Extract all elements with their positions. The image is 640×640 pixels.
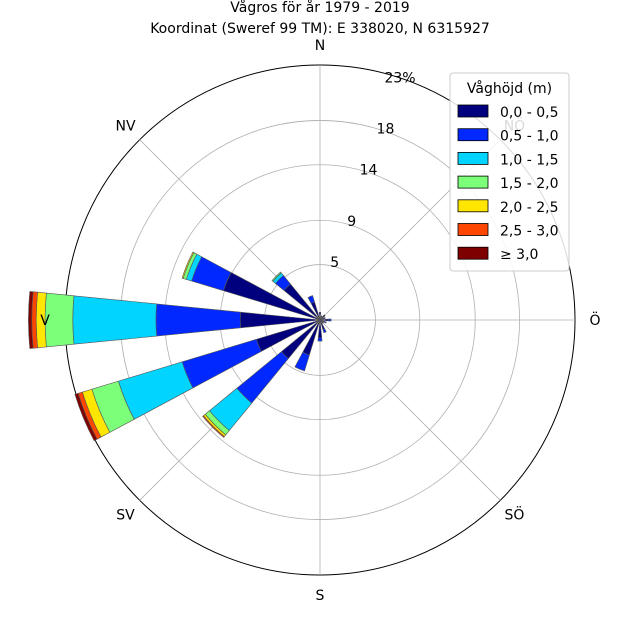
legend-label: 0,5 - 1,0 bbox=[500, 129, 558, 145]
radial-tick-label: 14 bbox=[360, 163, 378, 179]
windrose-bar-segment bbox=[319, 316, 326, 321]
legend-title: Våghöjd (m) bbox=[467, 80, 552, 97]
wave-height-bars bbox=[28, 251, 332, 442]
windrose-bar-segment bbox=[322, 328, 327, 334]
direction-label: S bbox=[316, 588, 325, 604]
legend-frame bbox=[449, 72, 570, 272]
radial-tick-label: 18 bbox=[377, 122, 395, 138]
direction-label: V bbox=[40, 313, 50, 329]
legend-label: 1,0 - 1,5 bbox=[500, 152, 558, 168]
windrose-bar-segment bbox=[319, 319, 324, 324]
windrose-bar-segment bbox=[319, 314, 326, 321]
radial-tick-label: 23% bbox=[384, 70, 415, 86]
windrose-bar-segment bbox=[328, 318, 332, 322]
legend-swatch bbox=[457, 128, 489, 142]
direction-label: SÖ bbox=[505, 505, 525, 523]
chart-title: Vågros för år 1979 - 2019 bbox=[230, 0, 409, 16]
radial-tick-label: 5 bbox=[330, 255, 339, 271]
windrose-bar-segment bbox=[155, 303, 241, 337]
legend-swatch bbox=[457, 246, 489, 260]
windrose-bar-segment bbox=[28, 291, 34, 349]
windrose-bar-segment bbox=[74, 393, 98, 442]
windrose-bar-segment bbox=[307, 295, 315, 304]
legend-label: 0,0 - 0,5 bbox=[500, 105, 558, 121]
windrose-bar-segment bbox=[317, 337, 323, 342]
chart-subtitle: Koordinat (Sweref 99 TM): E 338020, N 63… bbox=[150, 21, 490, 37]
direction-label: Ö bbox=[589, 311, 600, 329]
windrose-bar-segment bbox=[72, 295, 158, 345]
legend-label: 2,0 - 2,5 bbox=[500, 200, 558, 216]
grid-spoke bbox=[319, 319, 501, 501]
legend-swatch bbox=[457, 104, 489, 118]
legend-swatch bbox=[457, 223, 489, 236]
direction-label: N bbox=[315, 38, 325, 54]
windrose-bar-segment bbox=[323, 320, 327, 324]
radial-tick-label: 9 bbox=[347, 214, 356, 230]
legend-label: 2,5 - 3,0 bbox=[500, 224, 558, 240]
windrose-bar-segment bbox=[202, 415, 225, 438]
direction-label: SV bbox=[116, 507, 135, 523]
direction-label: NV bbox=[116, 119, 136, 135]
legend-swatch bbox=[457, 199, 489, 213]
legend: Våghöjd (m) 0,0 - 0,5 0,5 - 1,0 1,0 - 1,5 1,… bbox=[449, 72, 570, 272]
legend-swatch bbox=[457, 175, 489, 189]
windrose-bar-segment bbox=[318, 311, 322, 321]
windrose-bar-segment bbox=[294, 351, 310, 372]
windrose-bar-segment bbox=[181, 251, 195, 279]
legend-label: ≥ 3,0 bbox=[500, 247, 538, 263]
windrose-bar-segment bbox=[271, 271, 282, 282]
legend-label: 1,5 - 2,0 bbox=[500, 176, 558, 192]
windrose-bar-segment bbox=[319, 315, 323, 321]
legend-swatch bbox=[457, 151, 489, 165]
